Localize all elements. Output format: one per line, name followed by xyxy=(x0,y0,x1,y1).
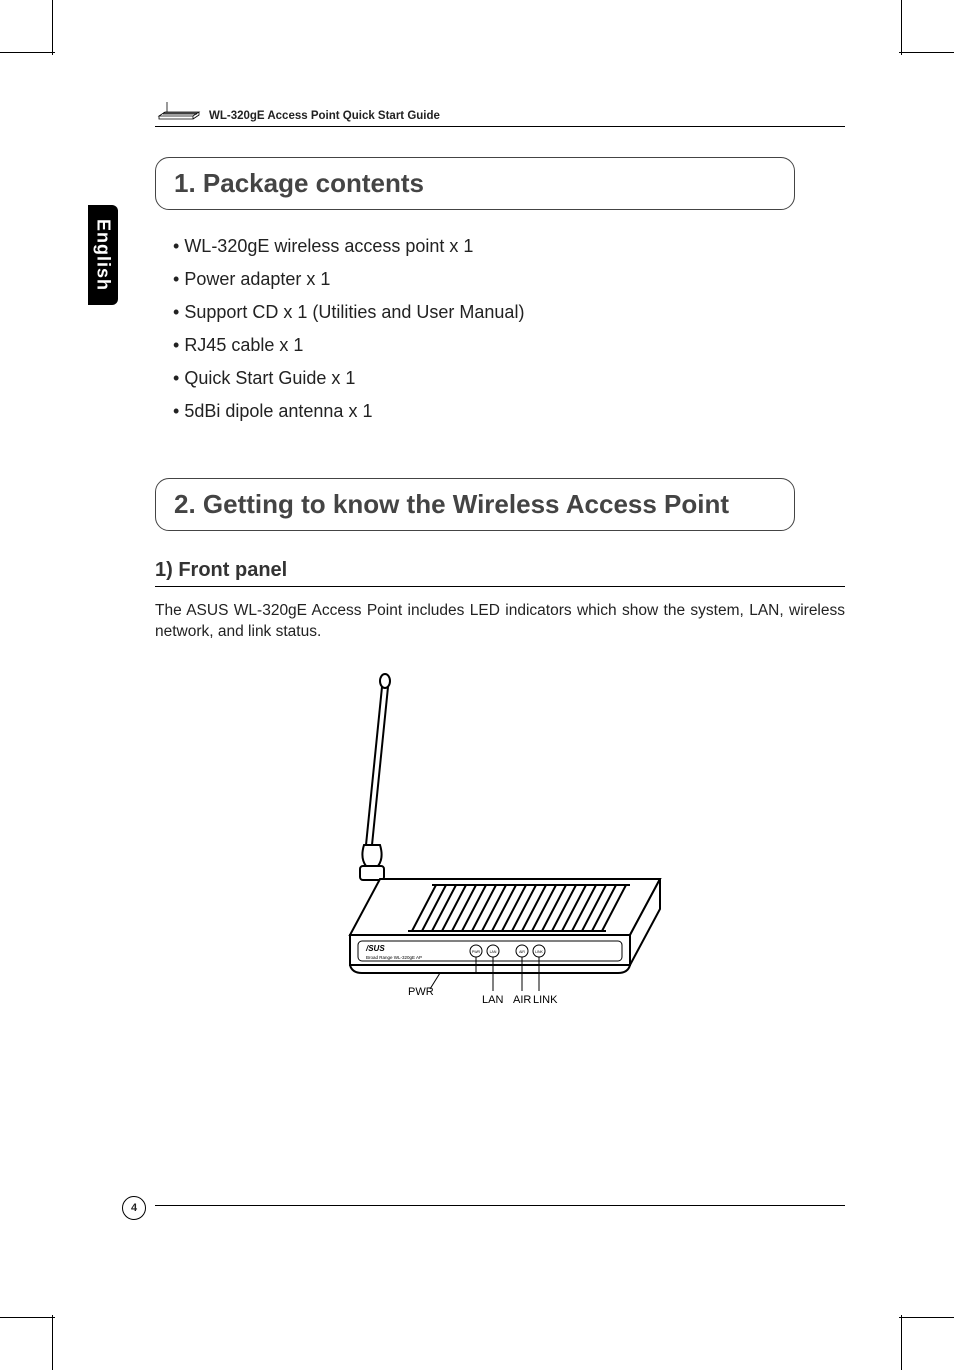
device-brand-text: /SUS xyxy=(365,944,385,953)
device-model-text: Broad Range WL-320gE AP xyxy=(366,955,422,960)
crop-mark xyxy=(0,52,55,53)
list-item: RJ45 cable x 1 xyxy=(173,335,845,356)
led-glyph-link: LINK xyxy=(535,950,543,954)
led-glyph-air: AIR xyxy=(519,950,525,954)
page-number: 4 xyxy=(122,1196,146,1220)
language-tab: English xyxy=(88,205,118,305)
list-item: 5dBi dipole antenna x 1 xyxy=(173,401,845,422)
section1-title: 1. Package contents xyxy=(155,157,795,210)
led-glyph-pwr: PWR xyxy=(472,950,481,954)
crop-mark xyxy=(899,52,954,53)
section-package-contents: 1. Package contents WL-320gE wireless ac… xyxy=(155,157,845,422)
led-label-lan: LAN xyxy=(482,994,503,1006)
led-glyph-lan: LAN xyxy=(490,950,497,954)
front-panel-paragraph: The ASUS WL-320gE Access Point includes … xyxy=(155,601,845,643)
crop-mark xyxy=(52,0,53,55)
page-number-value: 4 xyxy=(131,1202,137,1214)
list-item: Power adapter x 1 xyxy=(173,269,845,290)
led-label-link: LINK xyxy=(533,994,558,1006)
section-getting-to-know: 2. Getting to know the Wireless Access P… xyxy=(155,478,845,1013)
router-icon xyxy=(155,100,201,122)
crop-mark xyxy=(901,1315,902,1370)
device-figure: /SUS Broad Range WL-320gE AP PWR LAN AIR xyxy=(155,673,845,1013)
doc-header: WL-320gE Access Point Quick Start Guide xyxy=(155,100,845,127)
led-label-air: AIR xyxy=(513,994,531,1006)
crop-mark xyxy=(901,0,902,55)
doc-header-title: WL-320gE Access Point Quick Start Guide xyxy=(209,110,440,122)
crop-mark xyxy=(52,1315,53,1370)
footer-rule xyxy=(155,1205,845,1206)
front-panel-heading: 1) Front panel xyxy=(155,559,845,587)
led-label-pwr: PWR xyxy=(408,986,434,998)
device-illustration: /SUS Broad Range WL-320gE AP PWR LAN AIR xyxy=(330,673,670,1013)
page: English WL-320gE Access Point Quick Star… xyxy=(0,0,954,1370)
list-item: WL-320gE wireless access point x 1 xyxy=(173,236,845,257)
section2-title: 2. Getting to know the Wireless Access P… xyxy=(155,478,795,531)
crop-mark xyxy=(0,1317,55,1318)
package-list: WL-320gE wireless access point x 1 Power… xyxy=(173,236,845,422)
list-item: Quick Start Guide x 1 xyxy=(173,368,845,389)
content-area: WL-320gE Access Point Quick Start Guide … xyxy=(155,100,845,1013)
list-item: Support CD x 1 (Utilities and User Manua… xyxy=(173,302,845,323)
language-tab-label: English xyxy=(93,219,114,291)
crop-mark xyxy=(899,1317,954,1318)
